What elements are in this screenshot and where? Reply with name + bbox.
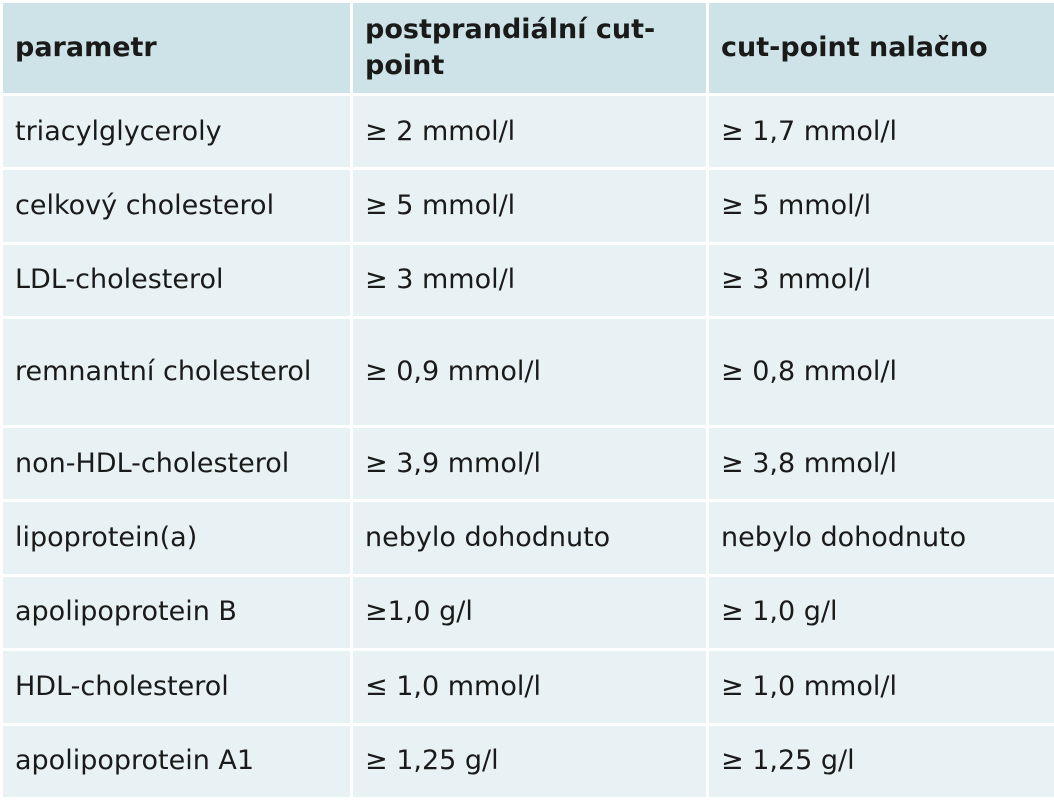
cell-postprandial: ≥ 1,25 g/l (350, 722, 709, 800)
cell-postprandial: ≥1,0 g/l (350, 573, 709, 652)
table-row: LDL-cholesterol ≥ 3 mmol/l ≥ 3 mmol/l (0, 241, 1054, 320)
cell-parameter: lipoprotein(a) (0, 499, 353, 577)
cell-parameter: celkový cholesterol (0, 167, 353, 245)
cell-parameter: triacylglyceroly (0, 92, 353, 171)
table-row: remnantní cholesterol ≥ 0,9 mmol/l ≥ 0,8… (0, 316, 1054, 429)
cell-parameter: apolipoprotein B (0, 573, 353, 652)
cell-fasting: ≥ 1,0 g/l (706, 573, 1054, 652)
cell-fasting: ≥ 0,8 mmol/l (706, 316, 1054, 429)
table-row: apolipoprotein A1 ≥ 1,25 g/l ≥ 1,25 g/l (0, 722, 1054, 800)
table-row: triacylglyceroly ≥ 2 mmol/l ≥ 1,7 mmol/l (0, 92, 1054, 171)
cell-postprandial: nebylo dohodnuto (350, 499, 709, 577)
cell-fasting: ≥ 3 mmol/l (706, 241, 1054, 320)
cell-parameter: LDL-cholesterol (0, 241, 353, 320)
cell-parameter: remnantní cholesterol (0, 316, 353, 429)
table-row: apolipoprotein B ≥1,0 g/l ≥ 1,0 g/l (0, 573, 1054, 652)
cell-fasting: ≥ 1,25 g/l (706, 722, 1054, 800)
cell-parameter: HDL-cholesterol (0, 648, 353, 726)
cell-postprandial: ≥ 3,9 mmol/l (350, 425, 709, 503)
cell-postprandial: ≥ 2 mmol/l (350, 92, 709, 171)
header-parameter: parametr (0, 0, 353, 96)
cell-parameter: non-HDL-cholesterol (0, 425, 353, 503)
cell-postprandial: ≥ 5 mmol/l (350, 167, 709, 245)
header-fasting-cutpoint: cut-point nalačno (706, 0, 1054, 96)
table-row: lipoprotein(a) nebylo dohodnuto nebylo d… (0, 499, 1054, 577)
cell-fasting: nebylo dohodnuto (706, 499, 1054, 577)
table-row: celkový cholesterol ≥ 5 mmol/l ≥ 5 mmol/… (0, 167, 1054, 245)
header-postprandial-cutpoint: postprandiální cut-point (350, 0, 709, 96)
cell-fasting: ≥ 1,0 mmol/l (706, 648, 1054, 726)
cell-parameter: apolipoprotein A1 (0, 722, 353, 800)
table-header-row: parametr postprandiální cut-point cut-po… (0, 0, 1054, 96)
cell-postprandial: ≤ 1,0 mmol/l (350, 648, 709, 726)
cell-fasting: ≥ 1,7 mmol/l (706, 92, 1054, 171)
table-row: HDL-cholesterol ≤ 1,0 mmol/l ≥ 1,0 mmol/… (0, 648, 1054, 726)
cell-fasting: ≥ 3,8 mmol/l (706, 425, 1054, 503)
cell-postprandial: ≥ 0,9 mmol/l (350, 316, 709, 429)
cell-fasting: ≥ 5 mmol/l (706, 167, 1054, 245)
table-row: non-HDL-cholesterol ≥ 3,9 mmol/l ≥ 3,8 m… (0, 425, 1054, 503)
cell-postprandial: ≥ 3 mmol/l (350, 241, 709, 320)
